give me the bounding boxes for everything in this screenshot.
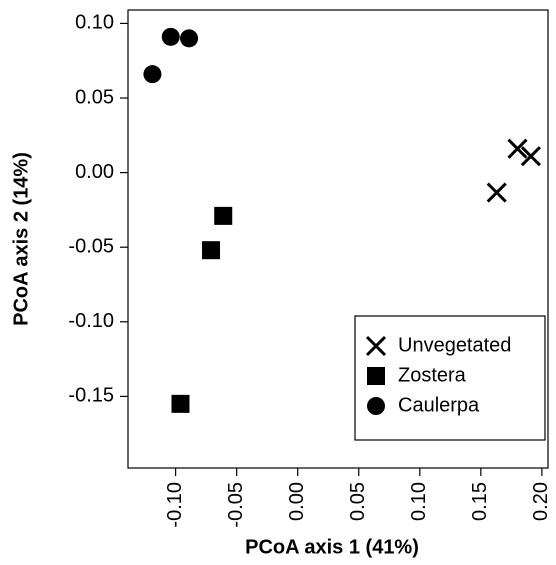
- y-axis-title: PCoA axis 2 (14%): [10, 152, 32, 326]
- x-tick-label: 0.05: [347, 482, 369, 521]
- point: [507, 138, 528, 159]
- legend-marker: [367, 397, 385, 415]
- y-tick-label: -0.15: [68, 385, 114, 407]
- x-tick-label: 0.15: [469, 482, 491, 521]
- legend-label: Caulerpa: [398, 394, 480, 416]
- point: [202, 241, 221, 260]
- y-tick-label: 0.00: [75, 161, 114, 183]
- x-tick-label: -0.10: [164, 482, 186, 528]
- point: [143, 65, 162, 84]
- plot-frame: [127, 9, 549, 469]
- legend-marker: [367, 367, 385, 385]
- x-tick-label: 0.20: [530, 482, 552, 521]
- legend-marker: [365, 335, 387, 357]
- y-tick-label: -0.05: [68, 235, 114, 257]
- point: [520, 146, 541, 167]
- legend-box: [354, 315, 546, 441]
- x-axis-title: PCoA axis 1 (41%): [245, 536, 419, 558]
- x-tick-label: 0.00: [286, 482, 308, 521]
- point: [486, 182, 507, 203]
- legend-label: Unvegetated: [398, 334, 511, 356]
- point: [180, 29, 199, 48]
- y-tick-label: 0.10: [75, 12, 114, 34]
- y-tick-label: 0.05: [75, 86, 114, 108]
- point: [161, 27, 180, 46]
- legend-label: Zostera: [398, 364, 467, 386]
- x-tick-label: -0.05: [225, 482, 247, 528]
- x-tick-label: 0.10: [408, 482, 430, 521]
- point: [214, 206, 233, 225]
- y-tick-label: -0.10: [68, 310, 114, 332]
- point: [171, 394, 190, 413]
